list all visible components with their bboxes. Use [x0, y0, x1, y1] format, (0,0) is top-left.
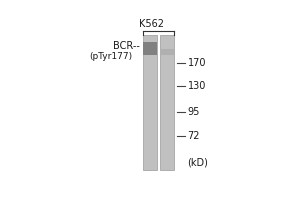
Text: 130: 130 — [188, 81, 206, 91]
Text: (kD): (kD) — [188, 158, 208, 168]
Text: (pTyr177): (pTyr177) — [90, 52, 133, 61]
Bar — [160, 49, 173, 55]
Text: BCR--: BCR-- — [113, 41, 140, 51]
Text: 170: 170 — [188, 58, 206, 68]
Text: 72: 72 — [188, 131, 200, 141]
Text: K562: K562 — [139, 19, 164, 29]
Bar — [143, 35, 157, 170]
Bar — [143, 42, 157, 55]
Bar — [160, 35, 173, 170]
Text: 95: 95 — [188, 107, 200, 117]
